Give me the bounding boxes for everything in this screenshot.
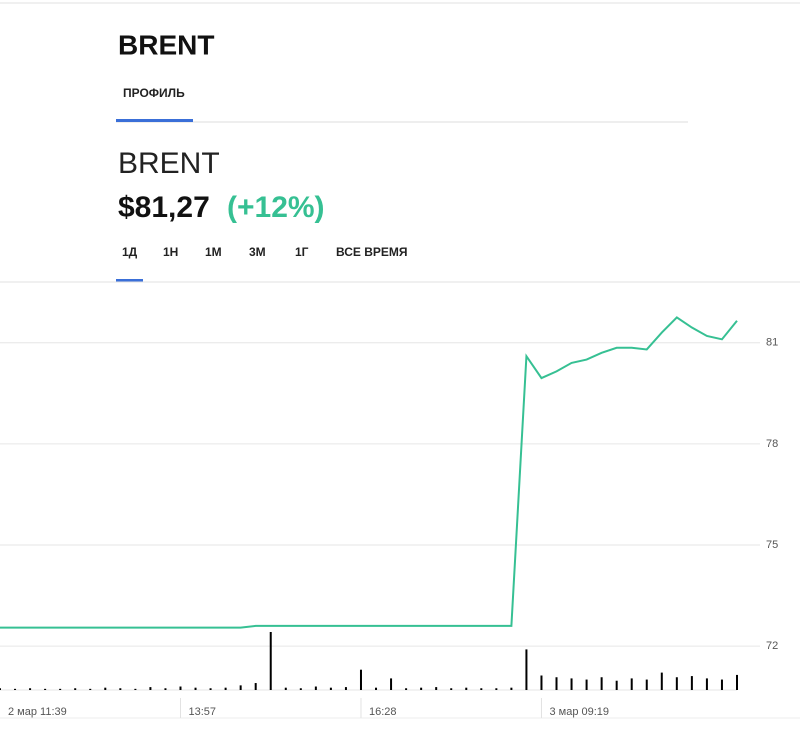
volume-bar [420,687,423,690]
volume-bar [645,679,648,690]
period-selector: 1Д 1Н 1М 3М 1Г ВСЕ ВРЕМЯ [122,245,408,259]
volume-bar [585,679,588,690]
period-button[interactable]: 1Д [122,245,138,259]
volume-bar [74,688,77,690]
volume-bar [540,675,543,690]
volume-bar [59,688,62,690]
y-tick-label: 72 [766,640,778,652]
volume-bar [675,677,678,690]
x-tick-label: 3 мар 09:19 [549,706,609,718]
volume-bar [194,687,197,690]
period-button[interactable]: 1Г [295,245,309,259]
volume-bar [89,688,92,690]
volume-bar [435,687,438,690]
active-period-underline [116,279,143,282]
volume-bar [615,680,618,690]
volume-bar [149,687,152,690]
y-tick-label: 78 [766,438,778,450]
volume-bar [525,649,528,690]
volume-bar [29,688,32,690]
volume-bar [690,676,693,690]
volume-bar [269,632,272,690]
volume-bar [600,677,603,690]
price-line [0,316,738,629]
volume-bar [239,685,242,690]
volume-bar [314,686,317,690]
volume-bar [480,688,483,690]
y-tick-label: 81 [766,337,778,349]
profile-tab[interactable]: ПРОФИЛЬ [123,86,185,100]
y-tick-label: 75 [766,539,778,551]
volume-bar [14,688,17,690]
volume-bar [359,669,362,690]
volume-bar [0,688,1,690]
volume-bar [284,687,287,690]
volume-bar [705,678,708,690]
page-title: BRENT [118,29,214,60]
period-button[interactable]: 1М [205,245,222,259]
period-button[interactable]: 3М [249,245,266,259]
active-tab-underline [116,119,193,122]
instrument-name: BRENT [118,147,220,180]
volume-bar [570,678,573,690]
x-tick-label: 13:57 [188,706,216,718]
volume-bar [630,678,633,690]
volume-bar [329,687,332,690]
volume-bar [224,687,227,690]
x-tick-label: 2 мар 11:39 [8,706,67,718]
period-button[interactable]: 1Н [163,245,178,259]
volume-bar [450,688,453,690]
volume-bar [510,687,513,690]
volume-bar [390,678,393,690]
volume-bar [104,687,107,690]
volume-bar [555,677,558,690]
volume-bar [736,674,738,690]
price: $81,27 [118,191,210,224]
volume-bar [134,688,137,690]
x-tick-label: 16:28 [369,706,397,718]
chart: 72 75 78 81 2 мар 11:39 13:57 16:28 3 мар 09:19 [0,316,778,718]
volume-bar [660,672,663,690]
volume-bar [119,688,122,690]
volume-bar [209,688,212,690]
volume-bar [44,688,47,690]
volume-bar [465,687,468,690]
period-button[interactable]: ВСЕ ВРЕМЯ [336,245,408,259]
volume-bar [375,687,378,690]
volume-bar [164,688,167,690]
volume-bar [299,688,302,690]
volume-bar [344,687,347,690]
volume-bar [179,686,182,690]
volume-bar [495,688,498,690]
volume-bar [405,688,408,690]
volume-bar [254,683,257,690]
price-change: (+12%) [227,191,325,224]
volume-bar [720,679,723,690]
